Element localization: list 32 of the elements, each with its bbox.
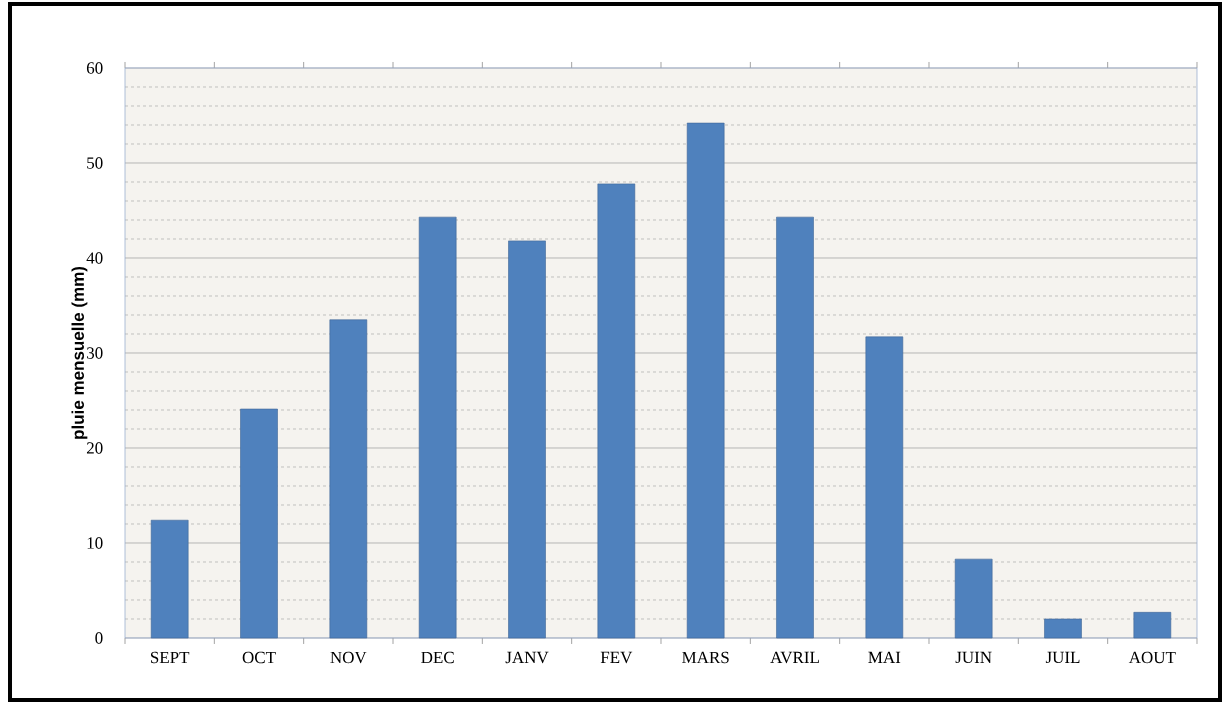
y-tick-label: 60 (86, 62, 103, 74)
bar (508, 240, 546, 639)
y-tick-label: 40 (86, 252, 103, 264)
x-tick-label: OCT (242, 651, 276, 664)
bar (776, 216, 814, 639)
x-tick-label: JUIL (1045, 651, 1080, 664)
y-tick-label: 20 (86, 442, 103, 454)
bar (1044, 618, 1082, 639)
x-tick-label: MARS (682, 651, 729, 664)
x-tick-label: JANV (505, 651, 549, 664)
bar (954, 558, 993, 639)
bar (329, 319, 368, 639)
y-tick-label: 50 (87, 157, 103, 169)
y-tick-label: 30 (87, 347, 103, 359)
y-tick-label: 0 (95, 632, 103, 644)
bar (240, 408, 278, 639)
x-tick-label: JUIN (955, 651, 992, 664)
bar (418, 216, 457, 639)
bar (686, 122, 725, 639)
y-axis-title: pluie mensuelle (mm) (71, 266, 88, 439)
bar (1133, 612, 1172, 639)
x-tick-label: SEPT (150, 651, 190, 664)
x-tick-label: AVRIL (770, 651, 819, 664)
x-tick-label: DEC (421, 651, 454, 664)
x-tick-label: FEV (600, 651, 633, 664)
bar (597, 183, 636, 639)
x-tick-label: MAI (868, 651, 901, 664)
x-tick-label: AOUT (1128, 651, 1176, 664)
y-tick-label: 10 (87, 537, 103, 549)
bar (865, 336, 904, 639)
bar (150, 519, 189, 639)
x-tick-label: NOV (330, 651, 367, 664)
